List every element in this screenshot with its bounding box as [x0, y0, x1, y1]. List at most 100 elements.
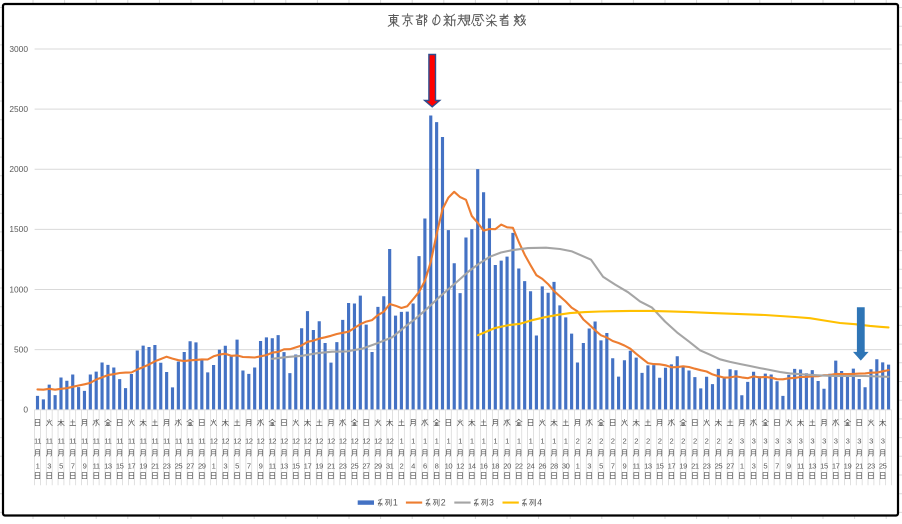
svg-text:11: 11 [81, 437, 88, 446]
svg-text:25: 25 [351, 462, 359, 471]
svg-text:11: 11 [151, 437, 158, 446]
svg-text:3: 3 [799, 437, 803, 446]
svg-text:11: 11 [163, 437, 170, 446]
svg-text:13: 13 [808, 462, 816, 471]
svg-text:29: 29 [198, 462, 206, 471]
svg-text:3: 3 [822, 437, 826, 446]
svg-text:11: 11 [34, 437, 41, 446]
svg-text:2500: 2500 [9, 104, 28, 114]
svg-text:1: 1 [399, 437, 403, 446]
svg-text:500: 500 [14, 345, 28, 355]
svg-text:2: 2 [576, 437, 580, 446]
svg-text:1: 1 [36, 462, 40, 471]
svg-text:3: 3 [489, 498, 494, 508]
svg-text:26: 26 [538, 462, 546, 471]
svg-text:11: 11 [633, 462, 640, 471]
svg-text:21: 21 [151, 462, 159, 471]
svg-text:30: 30 [562, 462, 570, 471]
svg-text:11: 11 [104, 437, 111, 446]
svg-text:2: 2 [669, 437, 673, 446]
svg-text:1: 1 [446, 437, 450, 446]
svg-text:3: 3 [869, 437, 873, 446]
svg-text:31: 31 [386, 462, 394, 471]
svg-text:2: 2 [705, 437, 709, 446]
svg-text:3: 3 [740, 437, 744, 446]
svg-text:12: 12 [304, 437, 312, 446]
svg-text:11: 11 [198, 437, 205, 446]
svg-text:1500: 1500 [9, 224, 28, 234]
svg-text:9: 9 [787, 462, 791, 471]
svg-text:11: 11 [116, 437, 123, 446]
svg-text:1: 1 [470, 437, 474, 446]
svg-text:2: 2 [634, 437, 638, 446]
svg-text:1: 1 [493, 437, 497, 446]
svg-text:1: 1 [423, 437, 427, 446]
svg-text:5: 5 [763, 462, 767, 471]
svg-text:0: 0 [23, 405, 28, 415]
svg-text:12: 12 [245, 437, 253, 446]
svg-text:1: 1 [393, 498, 398, 508]
svg-text:1: 1 [411, 437, 415, 446]
svg-text:1: 1 [552, 437, 556, 446]
svg-text:3: 3 [846, 437, 850, 446]
svg-text:5: 5 [599, 462, 603, 471]
svg-text:11: 11 [46, 437, 53, 446]
svg-text:1: 1 [576, 462, 580, 471]
svg-text:2: 2 [441, 498, 446, 508]
svg-text:27: 27 [362, 462, 370, 471]
svg-text:1: 1 [505, 437, 509, 446]
svg-text:21: 21 [691, 462, 699, 471]
svg-text:3: 3 [763, 437, 767, 446]
svg-text:18: 18 [491, 462, 499, 471]
svg-text:1: 1 [740, 462, 744, 471]
svg-text:12: 12 [315, 437, 323, 446]
svg-text:11: 11 [69, 437, 76, 446]
svg-text:3: 3 [810, 437, 814, 446]
svg-text:12: 12 [221, 437, 229, 446]
svg-text:1: 1 [564, 437, 568, 446]
svg-text:12: 12 [386, 437, 394, 446]
svg-text:7: 7 [71, 462, 75, 471]
svg-text:4: 4 [411, 462, 415, 471]
svg-text:10: 10 [445, 462, 453, 471]
svg-text:1: 1 [482, 437, 486, 446]
svg-text:25: 25 [175, 462, 183, 471]
svg-text:11: 11 [93, 462, 100, 471]
svg-text:15: 15 [656, 462, 664, 471]
svg-text:3000: 3000 [9, 44, 28, 54]
svg-text:3: 3 [752, 437, 756, 446]
svg-text:23: 23 [163, 462, 171, 471]
svg-text:17: 17 [128, 462, 136, 471]
svg-text:1: 1 [435, 437, 439, 446]
svg-text:5: 5 [59, 462, 63, 471]
svg-text:3: 3 [223, 462, 227, 471]
svg-text:12: 12 [456, 462, 464, 471]
svg-text:2: 2 [399, 462, 403, 471]
svg-text:7: 7 [775, 462, 779, 471]
svg-text:13: 13 [280, 462, 288, 471]
svg-text:11: 11 [797, 462, 804, 471]
svg-text:27: 27 [186, 462, 194, 471]
svg-text:2: 2 [599, 437, 603, 446]
svg-text:21: 21 [855, 462, 863, 471]
svg-text:7: 7 [247, 462, 251, 471]
svg-text:12: 12 [292, 437, 300, 446]
svg-text:15: 15 [116, 462, 124, 471]
svg-text:2: 2 [622, 437, 626, 446]
svg-text:6: 6 [423, 462, 427, 471]
svg-text:17: 17 [832, 462, 840, 471]
svg-text:1: 1 [517, 437, 521, 446]
svg-text:12: 12 [210, 437, 218, 446]
svg-text:27: 27 [726, 462, 734, 471]
svg-text:19: 19 [315, 462, 323, 471]
svg-text:2: 2 [611, 437, 615, 446]
svg-text:9: 9 [259, 462, 263, 471]
svg-text:13: 13 [104, 462, 112, 471]
svg-text:20: 20 [503, 462, 511, 471]
svg-text:2: 2 [681, 437, 685, 446]
svg-text:1: 1 [540, 437, 544, 446]
svg-text:1: 1 [212, 462, 216, 471]
svg-text:17: 17 [304, 462, 312, 471]
svg-text:2: 2 [716, 437, 720, 446]
svg-text:13: 13 [644, 462, 652, 471]
